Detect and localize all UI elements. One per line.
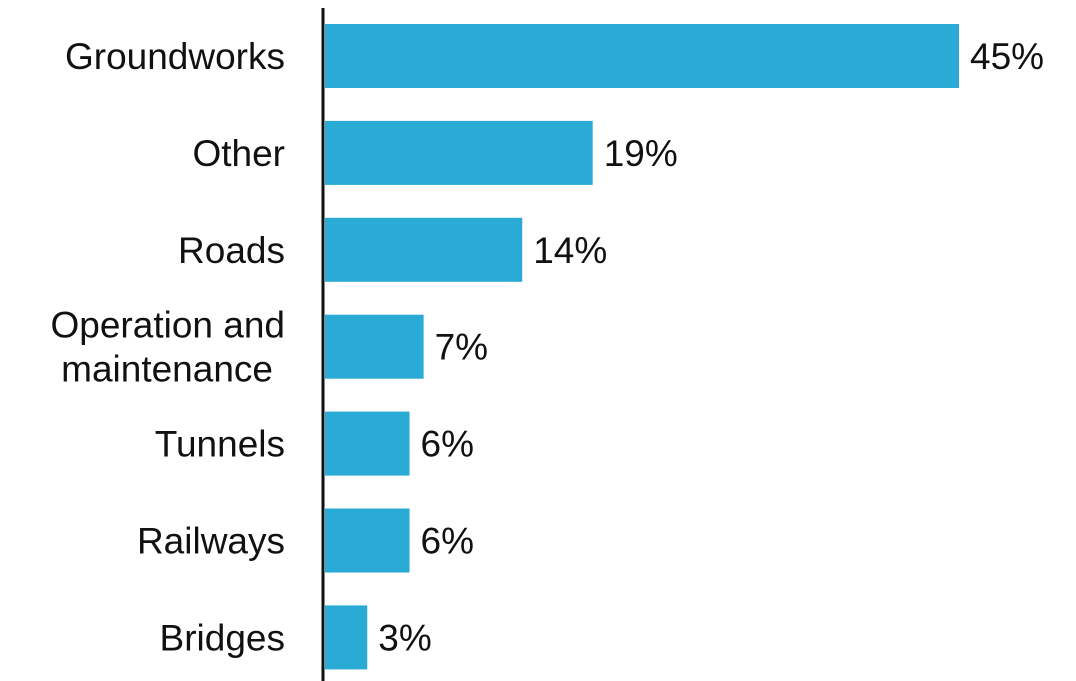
value-label-other: 19% xyxy=(604,133,678,174)
value-label-tunnels: 6% xyxy=(421,424,474,465)
value-labels-group: 45% 19% 14% 7% 6% 6% 3% xyxy=(378,36,1044,658)
category-label-groundworks: Groundworks xyxy=(65,36,285,77)
category-labels-group: Groundworks Other Roads Operation and mainte… xyxy=(50,36,285,658)
bars-group xyxy=(325,24,959,670)
value-label-roads: 14% xyxy=(533,230,607,271)
category-label-operation-and-maintenance: Operation and maintenance xyxy=(50,305,285,390)
value-label-railways: 6% xyxy=(421,521,474,562)
category-label-bridges: Bridges xyxy=(160,617,285,658)
value-label-bridges: 3% xyxy=(378,617,431,658)
bar-groundworks xyxy=(325,24,959,88)
category-label-other: Other xyxy=(192,133,285,174)
category-label-tunnels: Tunnels xyxy=(155,424,285,465)
category-label-railways: Railways xyxy=(137,521,285,562)
bar-operation-and-maintenance xyxy=(325,314,424,379)
category-label-roads: Roads xyxy=(178,230,285,271)
value-label-operation-and-maintenance: 7% xyxy=(435,327,488,368)
value-label-groundworks: 45% xyxy=(970,36,1044,77)
bar-railways xyxy=(325,508,410,573)
bar-roads xyxy=(325,217,523,282)
bar-bridges xyxy=(325,605,368,670)
bar-tunnels xyxy=(325,411,410,476)
bar-other xyxy=(325,120,593,185)
